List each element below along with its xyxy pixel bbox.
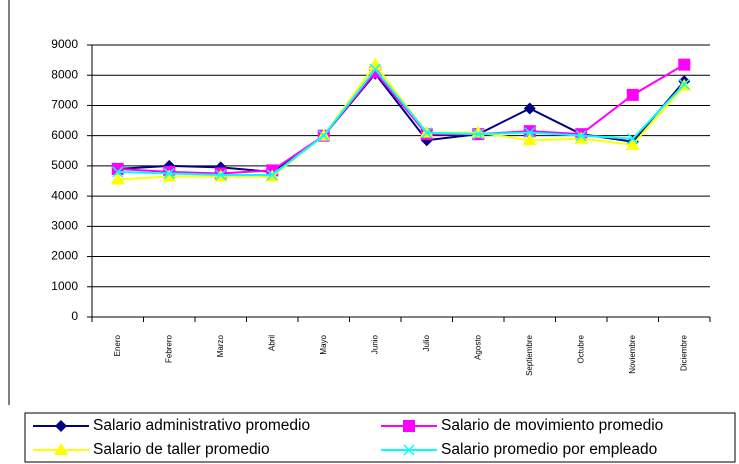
point (110, 172, 125, 185)
x-tick-label: Febrero (164, 334, 173, 363)
y-tick-label: 9000 (51, 37, 78, 51)
legend-label: Salario promedio por empleado (441, 441, 657, 458)
x-tick-label: Diciembre (679, 334, 688, 371)
point (575, 130, 587, 142)
point (522, 133, 537, 146)
point (369, 63, 381, 75)
y-tick-label: 3000 (51, 219, 78, 233)
y-tick-label: 2000 (51, 249, 78, 263)
y-tick-label: 4000 (51, 188, 78, 202)
y-tick-label: 5000 (51, 158, 78, 172)
y-tick-label: 6000 (51, 128, 78, 142)
point (162, 169, 177, 182)
point (421, 127, 433, 139)
series-line (117, 62, 686, 181)
point (403, 420, 415, 432)
point (678, 78, 690, 90)
point (318, 130, 330, 142)
x-tick-label: Septiembre (525, 334, 534, 375)
x-tick-label: Noviembre (628, 334, 637, 373)
legend-label: Salario de taller promedio (93, 441, 270, 458)
point (112, 166, 124, 178)
point (627, 133, 639, 145)
point (626, 88, 639, 101)
point (523, 102, 536, 115)
x-tick-label: Junio (370, 334, 379, 354)
y-tick-label: 1000 (51, 279, 78, 293)
point (215, 169, 227, 181)
x-tick-label: Marzo (216, 334, 225, 357)
point (678, 58, 691, 71)
point (266, 169, 278, 181)
point (163, 167, 175, 179)
point (524, 127, 536, 139)
legend-box (24, 412, 736, 463)
point (625, 137, 640, 150)
point (403, 444, 415, 456)
y-tick-label: 7000 (51, 98, 78, 112)
point (574, 131, 589, 144)
x-tick-label: Enero (113, 334, 122, 356)
x-tick-label: Julio (422, 334, 431, 351)
point (54, 443, 68, 455)
series-line (117, 72, 686, 173)
series-line (117, 67, 685, 176)
point (55, 420, 67, 432)
y-tick-label: 8000 (51, 67, 78, 81)
legend-label: Salario de movimiento promedio (441, 417, 663, 434)
series-line (117, 63, 685, 175)
y-tick-label: 0 (71, 309, 78, 323)
x-tick-label: Mayo (319, 334, 328, 354)
x-tick-label: Agosto (473, 334, 482, 359)
legend-label: Salario administrativo promedio (93, 417, 310, 434)
point (472, 128, 484, 140)
x-tick-label: Abril (267, 335, 276, 351)
x-tick-label: Octubre (576, 334, 585, 363)
point (523, 125, 536, 138)
